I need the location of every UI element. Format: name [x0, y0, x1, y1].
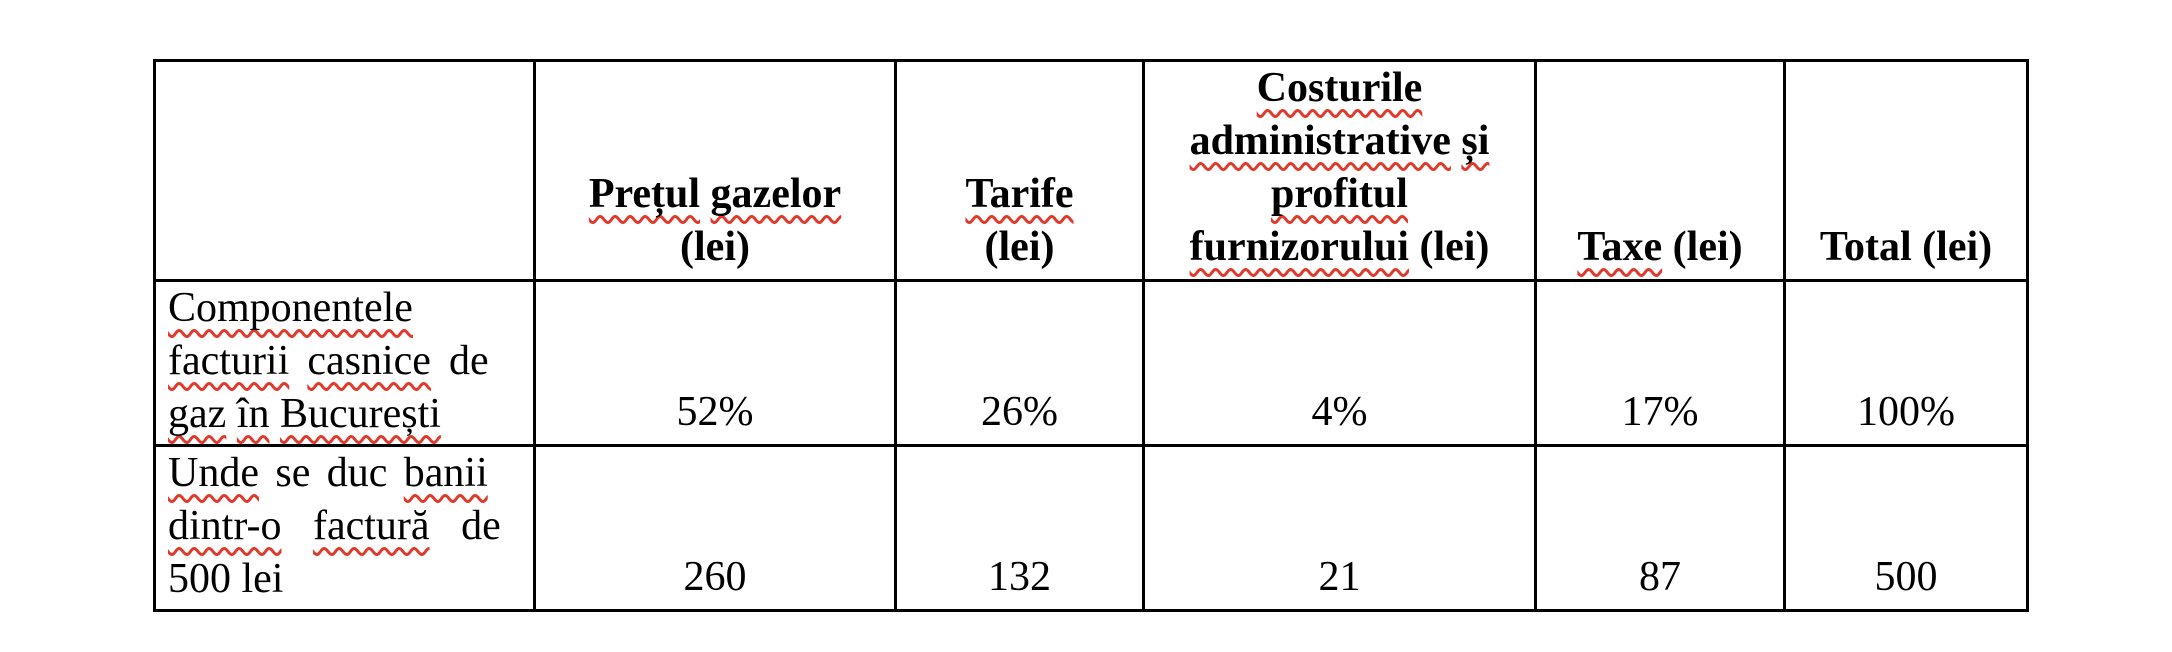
misspelled-word: gazelor — [710, 171, 842, 217]
text-line: Costurile — [1149, 62, 1530, 115]
text-line: Total (lei) — [1790, 221, 2022, 274]
misspelled-word: Costurile — [1256, 65, 1423, 111]
row-factura-500-lei: Unde se duc banii dintr-o factură de 500 l… — [153, 444, 2029, 612]
word — [700, 171, 711, 217]
text-line: administrative și — [1149, 115, 1530, 168]
text-line: Prețul gazelor — [540, 168, 890, 221]
word — [1451, 118, 1462, 164]
gas-bill-breakdown-table: Prețul gazelor (lei) Tarife (lei) Costuril… — [153, 59, 2029, 612]
word — [289, 338, 307, 384]
text-line: (lei) — [901, 221, 1138, 274]
value-cell-costuri-procent[interactable]: 4% — [1142, 279, 1537, 447]
value-cell-tarife-procent[interactable]: 26% — [894, 279, 1145, 447]
word: (lei) — [680, 224, 750, 270]
word: 500 lei — [168, 556, 284, 602]
text-line: (lei) — [540, 221, 890, 274]
misspelled-word: Unde — [168, 450, 259, 496]
word: (lei) — [1662, 224, 1743, 270]
misspelled-word: factură — [312, 503, 430, 549]
word: de — [430, 338, 489, 384]
misspelled-word: gaz — [168, 391, 227, 437]
text-line: Tarife — [901, 168, 1138, 221]
misspelled-word: Tarife — [965, 171, 1074, 217]
value-cell-total-procent[interactable]: 100% — [1783, 279, 2029, 447]
misspelled-word: banii — [403, 450, 488, 496]
text-line: Unde se duc banii — [168, 447, 529, 500]
header-row: Prețul gazelor (lei) Tarife (lei) Costuril… — [153, 59, 2029, 282]
row-componente-procente: Componentele facturii casnice de gaz în Bu… — [153, 279, 2029, 447]
value-cell-taxe-procent[interactable]: 17% — [1534, 279, 1786, 447]
text-line: dintr-o factură de — [168, 500, 529, 553]
text-line: facturii casnice de — [168, 335, 529, 388]
header-cell-taxe[interactable]: Taxe (lei) — [1534, 59, 1786, 282]
text-line: profitul — [1149, 168, 1530, 221]
header-cell-costuri-administrative[interactable]: Costurile administrative și profitul furniz… — [1142, 59, 1537, 282]
word — [226, 391, 237, 437]
misspelled-word: în — [236, 391, 270, 437]
text-line: gaz în București — [168, 388, 529, 441]
misspelled-word: administrative — [1189, 118, 1451, 164]
corner-cell[interactable] — [153, 59, 536, 282]
misspelled-word: furnizorului — [1189, 224, 1409, 270]
misspelled-word: Prețul — [588, 171, 701, 217]
misspelled-word: profitul — [1271, 171, 1408, 217]
row-label-unde-se-duc-banii[interactable]: Unde se duc banii dintr-o factură de 500 l… — [153, 444, 536, 612]
text-line: 500 lei — [168, 553, 529, 606]
word: (lei) — [1408, 224, 1490, 270]
misspelled-word: și — [1461, 118, 1490, 164]
misspelled-word: facturii — [168, 338, 290, 384]
value-cell-costuri-lei[interactable]: 21 — [1142, 444, 1537, 612]
word: se duc — [258, 450, 404, 496]
word — [269, 391, 280, 437]
misspelled-word: Componentele — [168, 285, 413, 331]
header-cell-tarife[interactable]: Tarife (lei) — [894, 59, 1145, 282]
word — [281, 503, 313, 549]
text-line: Taxe (lei) — [1541, 221, 1779, 274]
text-line: Componentele — [168, 282, 529, 335]
value-cell-pretul-gazelor-lei[interactable]: 260 — [533, 444, 897, 612]
value-cell-taxe-lei[interactable]: 87 — [1534, 444, 1786, 612]
row-label-componentele-facturii[interactable]: Componentele facturii casnice de gaz în Bu… — [153, 279, 536, 447]
text-line: furnizorului (lei) — [1149, 221, 1530, 274]
header-cell-total[interactable]: Total (lei) — [1783, 59, 2029, 282]
word: (lei) — [984, 224, 1055, 270]
header-cell-pretul-gazelor[interactable]: Prețul gazelor (lei) — [533, 59, 897, 282]
misspelled-word: București — [279, 391, 441, 437]
value-cell-total-lei[interactable]: 500 — [1783, 444, 2029, 612]
misspelled-word: casnice — [307, 338, 431, 384]
misspelled-word: Taxe — [1577, 224, 1663, 270]
value-cell-tarife-lei[interactable]: 132 — [894, 444, 1145, 612]
misspelled-word: dintr-o — [168, 503, 282, 549]
value-cell-pretul-gazelor-procent[interactable]: 52% — [533, 279, 897, 447]
word: de — [429, 503, 501, 549]
word: Total (lei) — [1819, 224, 1993, 270]
